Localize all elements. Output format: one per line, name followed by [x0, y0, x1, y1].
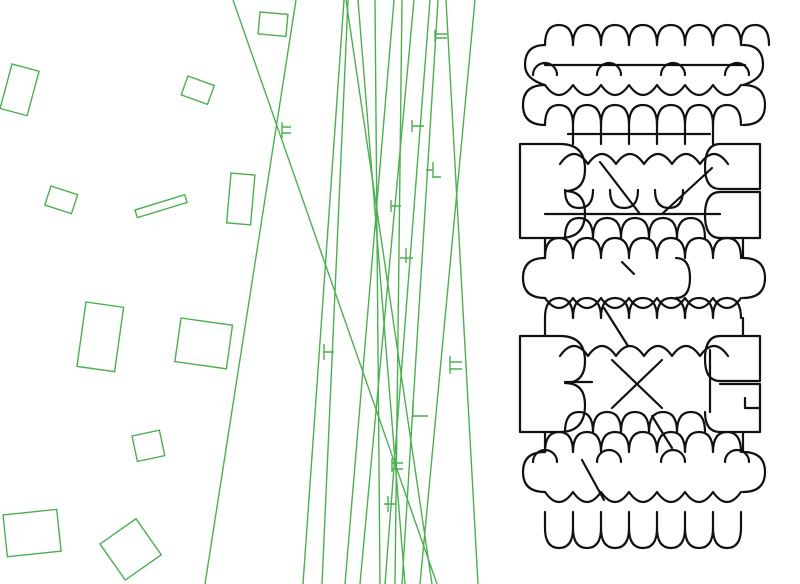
tile-bar [602, 306, 630, 348]
tick-mark [391, 458, 403, 472]
tile-outline [518, 142, 587, 240]
tick-mark [412, 402, 428, 417]
tile-bar [598, 160, 642, 216]
tile-outline [543, 23, 771, 47]
green-line [204, 0, 297, 584]
tile-outline [563, 410, 707, 434]
tick-mark [281, 122, 291, 138]
tile-bar [610, 358, 664, 410]
tile-band-middle-1 [518, 142, 762, 240]
tile-outline [543, 430, 743, 454]
tile-connector [543, 236, 745, 338]
tile-bar [620, 260, 636, 276]
green-rectangle [0, 63, 40, 117]
green-tick-marks [281, 30, 462, 512]
tick-mark [434, 30, 447, 42]
green-line [445, 0, 479, 584]
tile-outline [543, 510, 743, 550]
green-line [344, 0, 395, 584]
tile-band-bottom [521, 430, 767, 550]
tile-bar [660, 166, 714, 216]
tile-band-middle-2 [521, 236, 767, 348]
tile-pattern [518, 23, 771, 550]
tile-outline [703, 406, 762, 434]
tile-band-top [521, 23, 771, 136]
green-line [401, 0, 439, 584]
tile-outline [543, 296, 743, 310]
green-line [302, 0, 345, 584]
green-line [374, 0, 381, 584]
tile-outline [531, 448, 751, 464]
tile-outline [523, 43, 765, 87]
green-rectangle [43, 185, 79, 215]
green-rectangle [131, 429, 166, 463]
tile-outline [543, 236, 743, 260]
green-line-bundle [204, 0, 479, 584]
green-rectangle [99, 517, 163, 582]
tick-mark [390, 200, 401, 212]
tile-outline [674, 256, 692, 300]
tick-mark [384, 496, 396, 512]
green-line [394, 0, 403, 584]
tile-band-middle-3 [518, 334, 762, 450]
tile-bar [580, 458, 606, 502]
tick-mark [323, 344, 334, 360]
tile-outline [521, 450, 767, 494]
tick-mark [426, 162, 441, 178]
green-line [384, 0, 431, 584]
tile-outline [563, 216, 707, 240]
green-rectangle [180, 75, 216, 106]
green-line [419, 0, 476, 584]
tile-connector [543, 430, 745, 454]
scattered-rectangles [0, 11, 289, 582]
tick-mark [449, 356, 462, 374]
green-rectangle [174, 317, 234, 370]
tile-connectors [543, 123, 745, 454]
tile-outline [558, 344, 730, 358]
green-line [357, 0, 406, 584]
tile-outline [543, 103, 743, 127]
green-rectangle [225, 172, 256, 226]
green-rectangle [134, 193, 188, 219]
green-line [345, 0, 433, 584]
tile-outline [518, 334, 587, 434]
tile-outline [543, 63, 747, 97]
green-rectangle [257, 11, 289, 38]
tile-connector [571, 123, 715, 146]
green-line [321, 0, 349, 584]
green-rectangle [2, 508, 62, 558]
tick-mark [400, 248, 413, 263]
green-line [359, 0, 415, 584]
tick-mark [411, 120, 424, 132]
tile-outline [543, 296, 743, 320]
tile-outline [543, 490, 743, 504]
tile-outline [558, 152, 730, 166]
tile-outline [703, 142, 762, 240]
green-rectangle [76, 301, 125, 373]
tile-bar [650, 414, 674, 450]
tile-outline [521, 256, 767, 300]
tile-outline [571, 510, 715, 530]
tile-outline [531, 61, 751, 77]
tile-outline [521, 83, 767, 127]
